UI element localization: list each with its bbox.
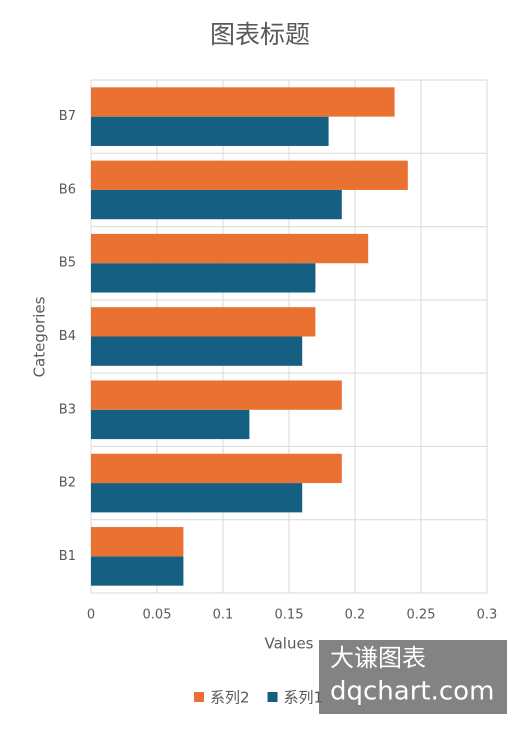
x-tick-label: 0.2 (345, 608, 366, 623)
x-tick-label: 0.15 (275, 608, 304, 623)
bar (91, 409, 250, 440)
x-tick-label: 0 (87, 608, 95, 623)
x-tick-label: 0.25 (407, 608, 436, 623)
bar (91, 160, 408, 190)
bar (91, 527, 184, 557)
bar (91, 233, 369, 264)
legend-swatch (194, 692, 204, 702)
legend-label: 系列2 (210, 689, 250, 707)
bar (91, 87, 395, 117)
x-tick-label: 0.1 (213, 608, 234, 623)
y-tick-label: B2 (59, 476, 76, 491)
watermark-text: dqchart.com (330, 677, 494, 707)
bar (91, 116, 329, 146)
bar (91, 453, 342, 484)
bar (91, 263, 316, 293)
x-tick-label: 0.3 (477, 608, 498, 623)
y-tick-label: B7 (59, 109, 76, 124)
bar (91, 380, 342, 410)
watermark-box (319, 640, 507, 714)
legend-swatch (267, 692, 278, 702)
y-tick-label: B1 (59, 549, 76, 564)
y-axis-label: Categories (31, 296, 49, 377)
x-axis-label: Values (264, 635, 313, 653)
x-tick-label: 0.05 (143, 608, 172, 623)
bar (91, 307, 316, 337)
bar (91, 483, 303, 513)
bar (91, 336, 303, 366)
y-tick-label: B4 (59, 329, 76, 344)
y-tick-label: B3 (59, 402, 76, 417)
bar (91, 189, 342, 220)
bar (91, 556, 184, 586)
y-tick-label: B5 (59, 256, 76, 271)
y-tick-label: B6 (59, 182, 76, 197)
chart-title: 图表标题 (210, 20, 310, 49)
watermark-text: 大谦图表 (330, 644, 426, 672)
legend-label: 系列1 (284, 689, 324, 707)
